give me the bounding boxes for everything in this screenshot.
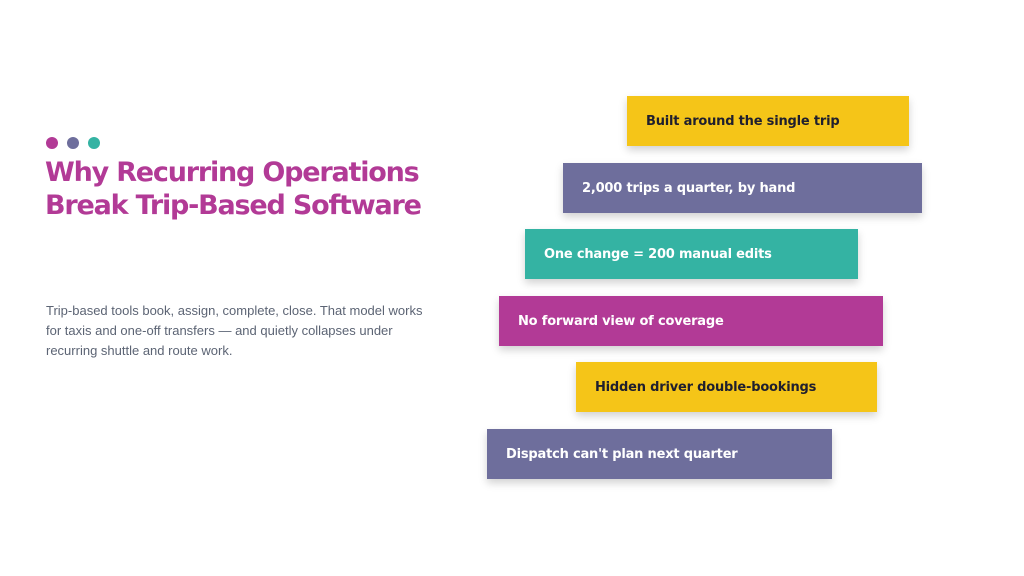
slide-description: Trip-based tools book, assign, complete,… bbox=[46, 303, 423, 358]
card-plan-next-quarter: Dispatch can't plan next quarter bbox=[487, 429, 832, 479]
card-label: No forward view of coverage bbox=[518, 313, 724, 329]
teal-dot bbox=[88, 137, 100, 149]
card-label: 2,000 trips a quarter, by hand bbox=[582, 180, 796, 196]
card-label: Hidden driver double-bookings bbox=[595, 379, 817, 395]
card-trips-per-quarter: 2,000 trips a quarter, by hand bbox=[563, 163, 922, 213]
decorative-dots bbox=[46, 137, 100, 149]
slide-title-line-1: Why Recurring Operations bbox=[45, 157, 420, 188]
magenta-dot bbox=[46, 137, 58, 149]
slide-title-line-2: Break Trip-Based Software bbox=[45, 190, 422, 221]
card-label: Built around the single trip bbox=[646, 113, 840, 129]
card-single-trip: Built around the single trip bbox=[627, 96, 909, 146]
card-coverage-view: No forward view of coverage bbox=[499, 296, 883, 346]
card-double-bookings: Hidden driver double-bookings bbox=[576, 362, 877, 412]
card-label: Dispatch can't plan next quarter bbox=[506, 446, 738, 462]
slide-title: Why Recurring Operations Break Trip-Base… bbox=[45, 156, 445, 222]
purple-dot bbox=[67, 137, 79, 149]
card-manual-edits: One change = 200 manual edits bbox=[525, 229, 858, 279]
card-label: One change = 200 manual edits bbox=[544, 246, 772, 262]
